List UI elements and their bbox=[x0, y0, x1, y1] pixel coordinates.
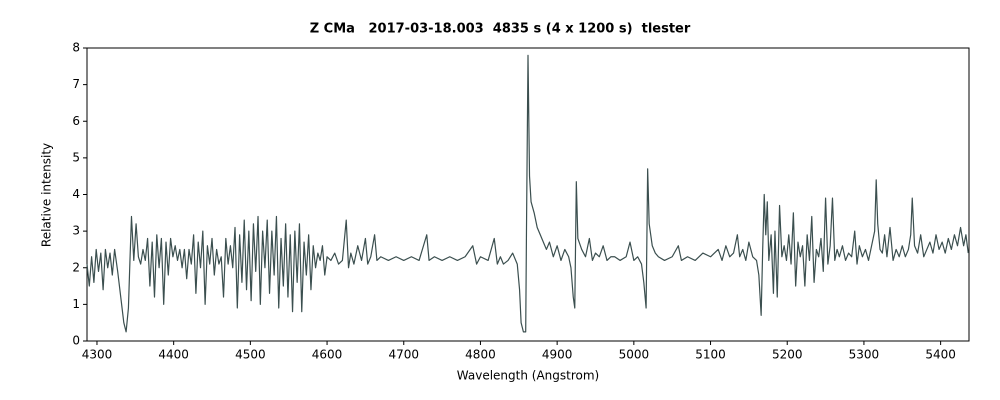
x-tick-label: 4700 bbox=[388, 348, 419, 362]
x-tick-label: 5000 bbox=[619, 348, 650, 362]
x-tick-label: 5100 bbox=[695, 348, 726, 362]
x-tick-label: 5400 bbox=[925, 348, 956, 362]
x-tick-label: 4300 bbox=[82, 348, 113, 362]
x-axis-label: Wavelength (Angstrom) bbox=[457, 369, 599, 383]
x-tick-label: 5300 bbox=[849, 348, 880, 362]
y-tick-label: 1 bbox=[72, 297, 80, 311]
y-tick-label: 6 bbox=[72, 114, 80, 128]
y-tick-label: 7 bbox=[72, 77, 80, 91]
x-tick-label: 4600 bbox=[312, 348, 343, 362]
y-tick-label: 5 bbox=[72, 150, 80, 164]
x-tick-label: 4800 bbox=[465, 348, 496, 362]
y-tick-label: 2 bbox=[72, 260, 80, 274]
y-tick-label: 4 bbox=[72, 187, 80, 201]
x-tick-label: 4500 bbox=[235, 348, 266, 362]
y-tick-label: 3 bbox=[72, 224, 80, 238]
y-axis-label: Relative intensity bbox=[40, 143, 54, 247]
x-tick-label: 4900 bbox=[542, 348, 573, 362]
spectrum-line bbox=[86, 54, 969, 333]
chart-title: Z CMa 2017-03-18.003 4835 s (4 x 1200 s)… bbox=[310, 22, 691, 37]
y-tick-label: 8 bbox=[72, 41, 80, 55]
x-tick-label: 4400 bbox=[158, 348, 189, 362]
y-tick-label: 0 bbox=[72, 334, 80, 348]
x-tick-label: 5200 bbox=[772, 348, 803, 362]
